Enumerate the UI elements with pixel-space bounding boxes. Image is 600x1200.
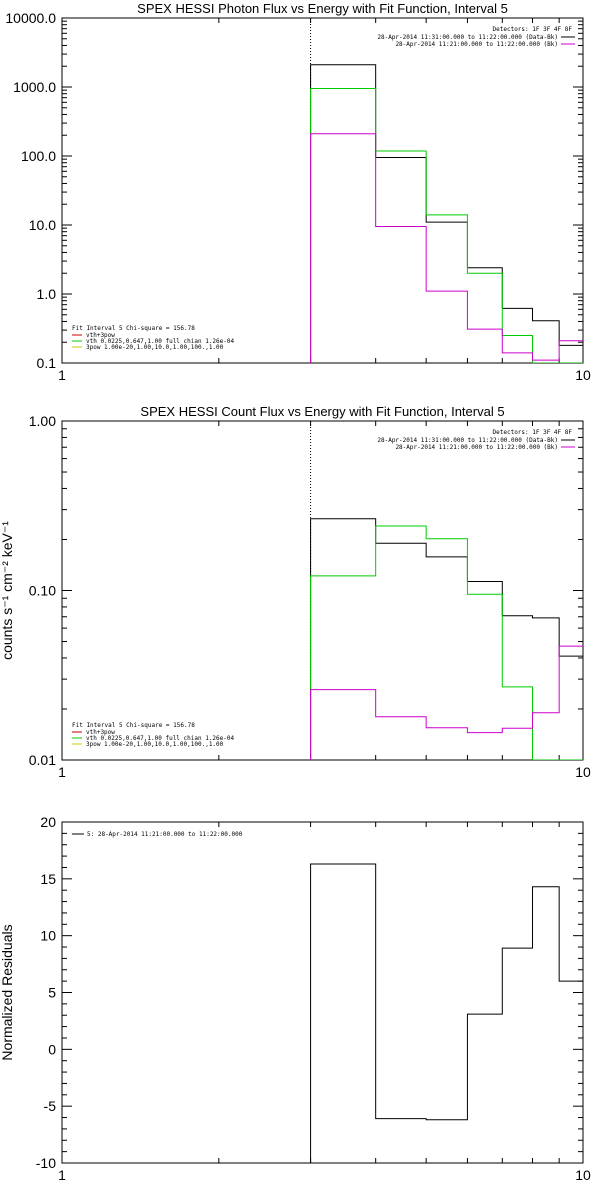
x-tick-label: 1 <box>58 1167 66 1183</box>
y-tick-label: 10.0 <box>29 217 56 233</box>
y-tick-label: 1.00 <box>29 413 56 429</box>
y-tick-label: 20 <box>40 814 56 830</box>
fit-legend-entry: vth 0.0225,0.647,1.00 full chian 1.26e-0… <box>86 338 234 345</box>
chart-title: SPEX HESSI Count Flux vs Energy with Fit… <box>140 404 504 419</box>
y-tick-label: 10000.0 <box>5 10 56 26</box>
plot-frame <box>61 420 584 761</box>
x-tick-label: 1 <box>58 367 66 383</box>
legend-entry: 28-Apr-2014 11:31:00.000 to 11:22:00.000… <box>377 34 558 41</box>
panel-1: SPEX HESSI Photon Flux vs Energy with Fi… <box>5 1 591 383</box>
x-tick-label: 10 <box>575 367 591 383</box>
y-tick-label: 0.1 <box>37 355 57 371</box>
y-tick-label: 1.0 <box>37 286 57 302</box>
x-tick-label: 10 <box>575 1167 591 1183</box>
panel-2: SPEX HESSI Count Flux vs Energy with Fit… <box>0 404 591 780</box>
series-1-line <box>310 863 583 1163</box>
legend-header: Detectors: 1F 3F 4F 8F <box>493 429 573 436</box>
y-tick-label: 15 <box>40 871 56 887</box>
fit-legend-entry: vth+3pow <box>86 332 115 339</box>
residual-legend-entry: 5: 28-Apr-2014 11:21:00.000 to 11:22:00.… <box>87 831 243 838</box>
chart-title: SPEX HESSI Photon Flux vs Energy with Fi… <box>137 1 508 16</box>
x-tick-label: 1 <box>58 764 66 780</box>
series-group <box>310 863 583 1163</box>
plot-frame <box>61 17 584 364</box>
series-1-line <box>310 64 583 363</box>
y-axis-label: Normalized Residuals <box>0 924 15 1060</box>
fit-legend-entry: 3pow 1.00e-20,1.00,10.0,1.00,100.,1.00 <box>86 741 224 748</box>
y-tick-label: -5 <box>44 1098 57 1114</box>
legend-entry: 28-Apr-2014 11:21:00.000 to 11:22:00.000… <box>395 444 558 451</box>
series-1-line <box>310 518 583 760</box>
fit-legend-header: Fit Interval 5 Chi-square = 156.78 <box>72 722 195 729</box>
y-tick-label: 0.01 <box>29 752 56 768</box>
y-tick-label: 100.0 <box>21 148 56 164</box>
series-2-line <box>310 525 583 760</box>
series-group <box>310 518 583 760</box>
y-tick-label: 1000.0 <box>13 79 56 95</box>
panel-3: 1 10 -10 -5 0 5 10 15 20 Normalized Residuals 5: 2… <box>0 814 591 1183</box>
legend-header: Detectors: 1F 3F 4F 8F <box>493 26 573 33</box>
y-tick-label: 0.10 <box>29 583 56 599</box>
series-group <box>310 64 583 363</box>
fit-legend-header: Fit Interval 5 Chi-square = 156.78 <box>72 325 195 332</box>
fit-legend-entry: vth+3pow <box>86 729 115 736</box>
y-axis-label: counts s⁻¹ cm⁻² keV⁻¹ <box>0 521 15 660</box>
fit-legend-entry: 3pow 1.00e-20,1.00,10.0,1.00,100.,1.00 <box>86 344 224 351</box>
y-tick-label: 5 <box>48 985 56 1001</box>
legend-entry: 28-Apr-2014 11:31:00.000 to 11:22:00.000… <box>377 437 558 444</box>
legend-entry: 28-Apr-2014 11:21:00.000 to 11:22:00.000… <box>395 41 558 48</box>
series-2-line <box>310 88 583 363</box>
series-3-line <box>310 133 583 363</box>
series-3-line <box>310 645 583 760</box>
y-tick-label: -10 <box>36 1155 56 1171</box>
fit-legend-entry: vth 0.0225,0.647,1.00 full chian 1.26e-0… <box>86 735 234 742</box>
x-tick-label: 10 <box>575 764 591 780</box>
y-tick-label: 0 <box>48 1041 56 1057</box>
plot-frame <box>61 821 584 1164</box>
y-tick-label: 10 <box>40 928 56 944</box>
